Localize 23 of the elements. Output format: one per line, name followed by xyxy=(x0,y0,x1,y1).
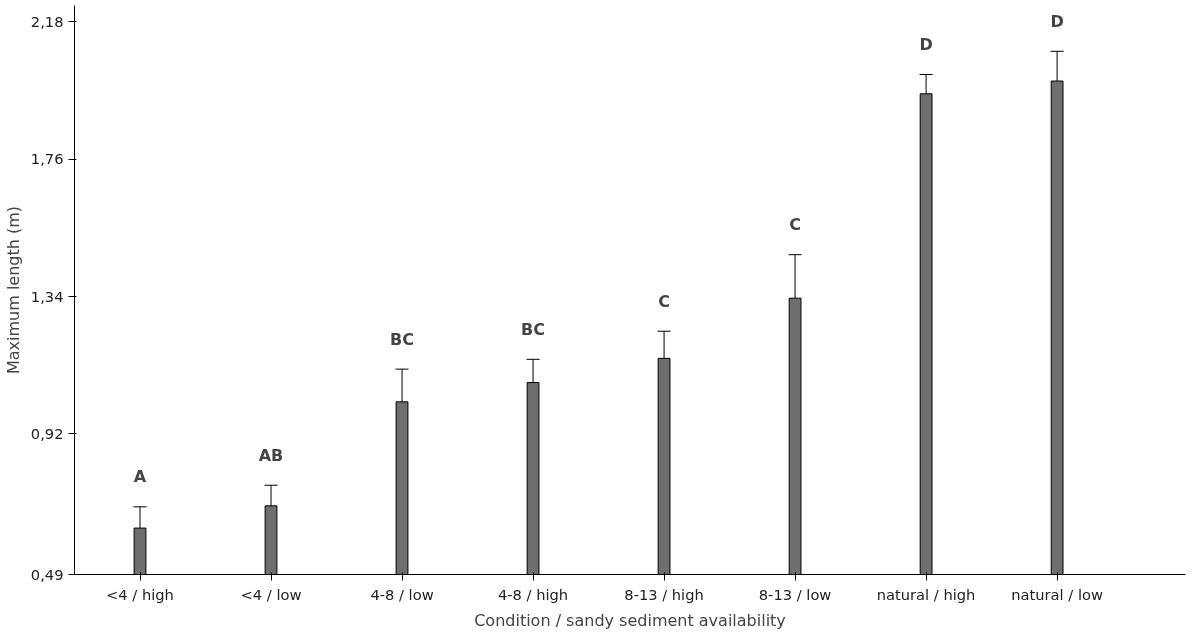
x-tick-label: natural / high xyxy=(876,585,976,603)
annotation: BC xyxy=(521,319,546,339)
annotation: D xyxy=(919,35,933,54)
y-tick-label: 1,76 xyxy=(30,150,64,168)
x-tick-label: 4-8 / high xyxy=(497,585,569,603)
y-tick-label: 0,92 xyxy=(30,424,64,442)
x-axis-title: Condition / sandy sediment availability xyxy=(474,610,786,630)
x-tick-label: 8-13 / low xyxy=(758,585,832,603)
annotation: A xyxy=(133,467,147,487)
x-tick-label: <4 / low xyxy=(240,585,302,603)
y-tick-label: 2,18 xyxy=(30,12,64,30)
annotation: C xyxy=(658,291,670,311)
y-tick-label: 0,49 xyxy=(30,565,64,583)
x-tick-label: <4 / high xyxy=(106,585,174,603)
annotation: C xyxy=(789,215,801,235)
x-tick-label: natural / low xyxy=(1011,585,1103,603)
annotation: D xyxy=(1050,11,1064,31)
annotation: BC xyxy=(390,329,414,349)
annotation: AB xyxy=(258,445,284,465)
x-tick-label: 8-13 / high xyxy=(624,585,704,603)
y-axis-title: Maximum length (m) xyxy=(3,205,23,375)
y-tick-label: 1,34 xyxy=(30,287,64,305)
x-tick-label: 4-8 / low xyxy=(370,585,434,603)
